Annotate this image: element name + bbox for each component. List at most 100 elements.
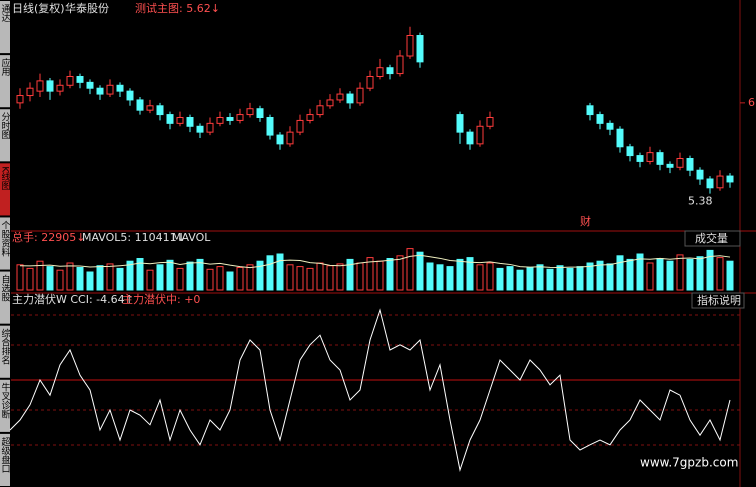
candle-body [36,80,44,92]
sidebar-tab[interactable] [0,433,10,486]
candle-body [326,99,334,107]
candle-body [256,108,264,119]
candle-body [386,67,394,75]
sidebar-tab-label[interactable]: 超级盘口 [0,436,10,473]
volume-bar [266,255,274,291]
candle-body [246,108,254,116]
volume-bar [506,266,514,291]
volume-bar [186,261,194,291]
indicator-selector[interactable] [684,230,741,247]
volume-bar [386,258,394,291]
candle-body [646,152,654,162]
candle-body [196,125,204,133]
volume-bar [436,264,444,291]
selector-label[interactable]: 成交量 [695,231,728,245]
sidebar-tab[interactable] [0,271,10,324]
volume-bar [646,262,654,291]
volume-bar [496,267,504,291]
candle-body [136,99,144,111]
volume-bar [116,267,124,291]
sidebar-tab-label[interactable]: 分时图 [0,112,10,140]
volume-bar [26,267,34,291]
volume-bar [86,271,94,291]
sidebar-tab[interactable] [0,325,10,378]
sidebar-tab-label[interactable]: 牛叉诊断 [0,382,10,420]
volume-bar [656,258,664,291]
candle-body [96,87,104,95]
sidebar-tab[interactable] [0,1,10,54]
help-label[interactable]: 指标说明 [697,293,741,307]
sidebar-tab[interactable] [0,379,10,432]
sidebar-tab-label[interactable]: K线图 [0,166,10,191]
volume-bar [566,267,574,291]
volume-bar [626,258,634,291]
candle-body [366,76,374,89]
volume-total: 总手: 22905↓ [12,230,85,244]
volume-bar [416,251,424,291]
low-label: 5.38 [688,195,713,208]
candle-body [186,117,194,127]
sidebar-tab[interactable] [0,163,10,216]
stock-name: 华泰股份 [65,1,109,15]
volume-bar [246,264,254,291]
candle-body [316,105,324,116]
candle-body [236,114,244,121]
candle-body [486,117,494,127]
volume-bar [466,257,474,291]
period-label: 日线(复权) [12,1,65,15]
volume-bar [316,262,324,291]
sidebar-tab[interactable] [0,109,10,162]
candle-body [266,117,274,136]
sidebar-tab[interactable] [0,217,10,270]
candle-body [596,114,604,124]
signal-label: 主力潜伏中: +0 [122,292,200,306]
candle-body [76,76,84,83]
candle-body [716,175,724,189]
volume-bar [136,258,144,291]
sidebar-tab-label[interactable]: 通达 [0,4,10,22]
candle-body [586,105,594,116]
volume-bar [636,253,644,291]
candle-body [306,114,314,121]
candle-body [156,105,164,116]
candle-body [336,93,344,101]
candle-body [126,90,134,101]
candle-body [206,122,214,133]
candle-body [276,134,284,145]
candle-body [176,117,184,124]
volume-bar [686,258,694,291]
candle-body [16,95,24,104]
y-tick-label: 6 [748,96,755,109]
help-button[interactable] [691,292,745,309]
volume-bar [56,269,64,291]
candle-body [406,35,414,57]
volume-bar [346,258,354,291]
volume-bar [36,260,44,291]
plot: 6 5.38 财 [9,26,755,472]
sidebar-tab-label[interactable]: 个股资料 [0,220,10,257]
volume-bar [596,260,604,291]
event-marker: 财 [580,214,591,228]
candle-body [666,163,674,168]
candle-body [56,84,64,92]
candle-body [106,84,114,95]
main-indicator: 测试主图: 5.62↓ [135,2,220,15]
volume-bar [716,257,724,291]
volume-bar [166,259,174,291]
volume-bar [326,265,334,291]
volume-bar [126,260,134,291]
volume-bar [336,263,344,291]
sidebar-tab-label[interactable]: 应用 [0,57,10,77]
volume-bar [586,262,594,291]
candle-body [686,158,694,171]
sidebar-tab[interactable] [0,55,10,108]
volume-bar [66,262,74,291]
volume-bar [456,258,464,291]
cci-line [9,308,731,472]
volume-bar [576,266,584,291]
candle-body [726,175,734,183]
volume-bar [146,269,154,291]
sidebar-tab-label[interactable]: 综合排名 [0,328,10,366]
sidebar-tab-label[interactable]: 自选股 [0,273,10,302]
